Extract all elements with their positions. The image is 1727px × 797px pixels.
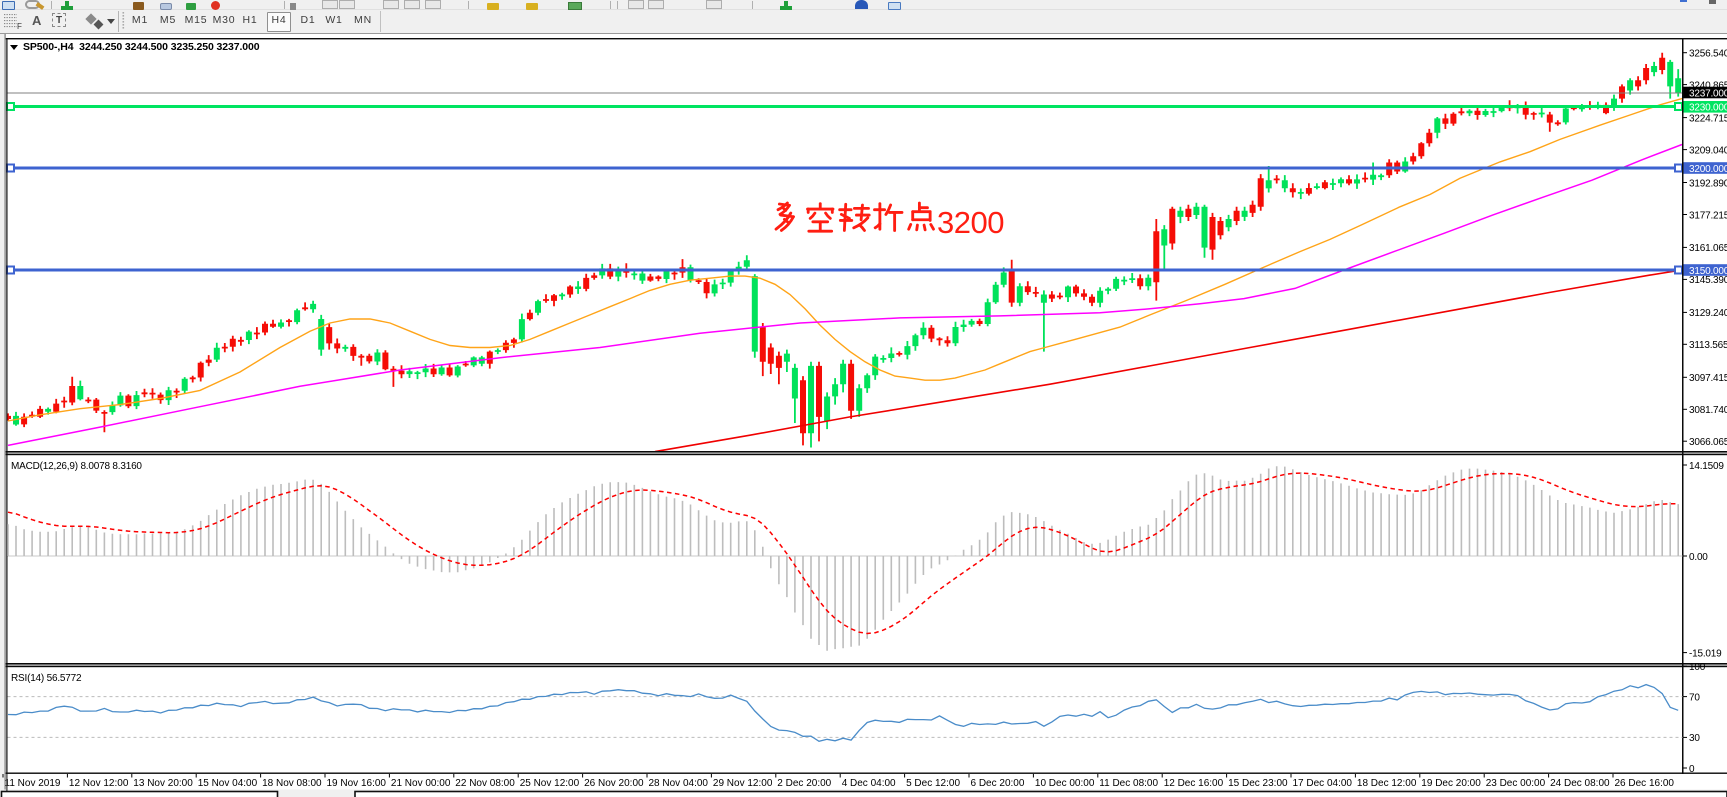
- svg-text:29 Nov 12:00: 29 Nov 12:00: [713, 778, 773, 789]
- svg-text:SP500-,H4 3244.250 3244.500 3: SP500-,H4 3244.250 3244.500 3235.250 323…: [23, 41, 260, 53]
- svg-text:10 Dec 00:00: 10 Dec 00:00: [1035, 778, 1095, 789]
- svg-text:11 Dec 08:00: 11 Dec 08:00: [1099, 778, 1158, 789]
- svg-text:100: 100: [1689, 662, 1706, 673]
- svg-text:RSI(14) 56.5772: RSI(14) 56.5772: [11, 673, 82, 684]
- svg-text:15 Dec 23:00: 15 Dec 23:00: [1228, 778, 1288, 789]
- svg-text:70: 70: [1689, 692, 1700, 703]
- svg-text:3097.415: 3097.415: [1689, 373, 1727, 384]
- svg-text:12 Dec 16:00: 12 Dec 16:00: [1164, 778, 1224, 789]
- svg-text:3081.740: 3081.740: [1689, 405, 1727, 416]
- svg-text:28 Nov 04:00: 28 Nov 04:00: [649, 778, 709, 789]
- svg-text:13 Nov 20:00: 13 Nov 20:00: [133, 778, 193, 789]
- svg-text:0: 0: [1689, 764, 1695, 775]
- svg-text:22 Nov 08:00: 22 Nov 08:00: [455, 778, 515, 789]
- svg-text:19 Dec 20:00: 19 Dec 20:00: [1421, 778, 1481, 789]
- svg-text:2 Dec 20:00: 2 Dec 20:00: [777, 778, 831, 789]
- svg-text:-15.019: -15.019: [1689, 648, 1722, 659]
- svg-text:3150.000: 3150.000: [1689, 266, 1727, 277]
- svg-text:21 Nov 00:00: 21 Nov 00:00: [391, 778, 451, 789]
- svg-text:3209.040: 3209.040: [1689, 145, 1727, 156]
- svg-text:3240.865: 3240.865: [1689, 80, 1727, 91]
- svg-text:17 Dec 04:00: 17 Dec 04:00: [1293, 778, 1353, 789]
- svg-text:3200: 3200: [937, 205, 1004, 240]
- svg-text:30: 30: [1689, 733, 1700, 744]
- svg-text:F: F: [17, 22, 22, 30]
- svg-text:3177.215: 3177.215: [1689, 210, 1727, 221]
- svg-text:26 Dec 16:00: 26 Dec 16:00: [1615, 778, 1675, 789]
- svg-text:3237.000: 3237.000: [1689, 88, 1727, 99]
- svg-text:3145.390: 3145.390: [1689, 275, 1727, 286]
- svg-text:5 Dec 12:00: 5 Dec 12:00: [906, 778, 960, 789]
- svg-text:15 Nov 04:00: 15 Nov 04:00: [198, 778, 258, 789]
- svg-text:3200.000: 3200.000: [1689, 164, 1727, 175]
- svg-text:0.00: 0.00: [1689, 552, 1708, 563]
- svg-text:14.1509: 14.1509: [1689, 461, 1724, 472]
- svg-text:3256.540: 3256.540: [1689, 49, 1727, 60]
- svg-text:18 Nov 08:00: 18 Nov 08:00: [262, 778, 322, 789]
- svg-text:25 Nov 12:00: 25 Nov 12:00: [520, 778, 580, 789]
- svg-text:19 Nov 16:00: 19 Nov 16:00: [327, 778, 387, 789]
- svg-text:24 Dec 08:00: 24 Dec 08:00: [1550, 778, 1610, 789]
- svg-text:MACD(12,26,9) 8.0078 8.3160: MACD(12,26,9) 8.0078 8.3160: [11, 461, 142, 472]
- svg-text:3192.890: 3192.890: [1689, 178, 1727, 189]
- svg-text:3161.065: 3161.065: [1689, 243, 1727, 254]
- svg-text:18 Dec 12:00: 18 Dec 12:00: [1357, 778, 1417, 789]
- svg-text:11 Nov 2019: 11 Nov 2019: [5, 778, 61, 789]
- svg-text:3224.715: 3224.715: [1689, 113, 1727, 124]
- svg-text:12 Nov 12:00: 12 Nov 12:00: [69, 778, 129, 789]
- svg-text:3230.000: 3230.000: [1689, 103, 1727, 114]
- svg-text:3129.240: 3129.240: [1689, 308, 1727, 319]
- svg-text:3113.565: 3113.565: [1689, 340, 1727, 351]
- svg-text:23 Dec 00:00: 23 Dec 00:00: [1486, 778, 1546, 789]
- svg-text:26 Nov 20:00: 26 Nov 20:00: [584, 778, 644, 789]
- svg-text:4 Dec 04:00: 4 Dec 04:00: [842, 778, 896, 789]
- svg-text:3066.065: 3066.065: [1689, 437, 1727, 448]
- svg-text:6 Dec 20:00: 6 Dec 20:00: [971, 778, 1025, 789]
